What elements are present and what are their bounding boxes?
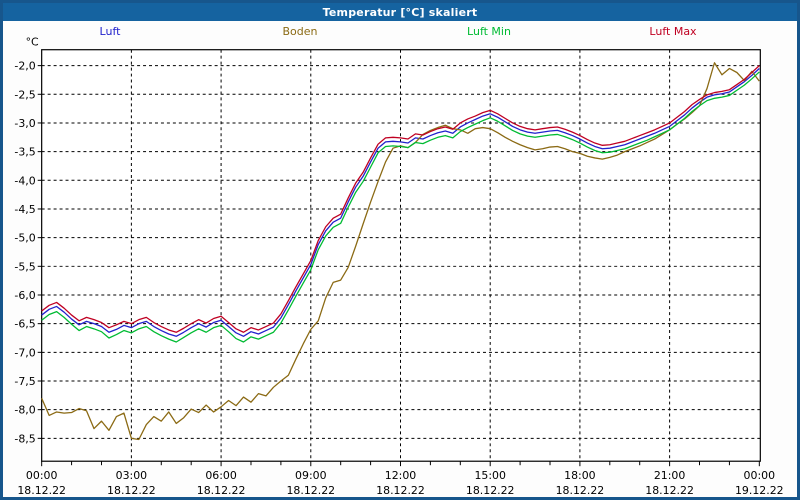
x-tick-date-label: 18.12.22 bbox=[376, 484, 425, 497]
x-tick-time-label: 06:00 bbox=[205, 469, 237, 482]
legend-item-luft-min[interactable]: Luft Min bbox=[467, 25, 511, 38]
y-tick-label: -6,0 bbox=[14, 289, 35, 302]
x-tick-date-label: 18.12.22 bbox=[466, 484, 515, 497]
y-tick-label: -3,0 bbox=[14, 117, 35, 130]
x-tick-date-label: 18.12.22 bbox=[17, 484, 66, 497]
y-tick-label: -3,5 bbox=[14, 146, 35, 159]
series-line-luft-max bbox=[41, 65, 760, 333]
y-tick-label: -6,5 bbox=[14, 318, 35, 331]
y-tick-label: -2,5 bbox=[14, 88, 35, 101]
x-tick-date-label: 18.12.22 bbox=[286, 484, 335, 497]
y-tick-label: -2,0 bbox=[14, 60, 35, 73]
x-tick-date-label: 19.12.22 bbox=[735, 484, 784, 497]
legend-item-boden[interactable]: Boden bbox=[282, 25, 318, 38]
x-tick-time-label: 18:00 bbox=[564, 469, 596, 482]
y-tick-label: -7,0 bbox=[14, 346, 35, 359]
legend-item-luft[interactable]: Luft bbox=[99, 25, 121, 38]
plot-area[interactable] bbox=[41, 49, 761, 462]
x-tick-time-label: 21:00 bbox=[654, 469, 686, 482]
window-title: Temperatur [°C] skaliert bbox=[322, 5, 478, 19]
temperature-chart: -2,0 -2,5 -3,0 -3,5 -4,0 -4,5 -5,0 -5,5 -6,0 -6,5… bbox=[14, 36, 784, 497]
x-tick-date-label: 18.12.22 bbox=[107, 484, 156, 497]
x-tick-date-label: 18.12.22 bbox=[645, 484, 694, 497]
y-axis-unit-label: °C bbox=[26, 36, 39, 49]
y-tick-label: -7,5 bbox=[14, 375, 35, 388]
x-tick-time-label: 00:00 bbox=[26, 469, 58, 482]
x-tick-time-label: 09:00 bbox=[295, 469, 327, 482]
y-tick-label: -4,0 bbox=[14, 174, 35, 187]
x-tick-time-label: 15:00 bbox=[474, 469, 506, 482]
legend-item-luft-max[interactable]: Luft Max bbox=[649, 25, 697, 38]
x-tick-time-label: 03:00 bbox=[116, 469, 148, 482]
series-line-luft-min bbox=[41, 71, 760, 343]
x-tick-time-label: 00:00 bbox=[744, 469, 776, 482]
y-tick-label: -5,5 bbox=[14, 260, 35, 273]
x-tick-date-label: 18.12.22 bbox=[556, 484, 605, 497]
y-tick-label: -8,0 bbox=[14, 404, 35, 417]
x-tick-time-label: 12:00 bbox=[385, 469, 417, 482]
x-tick-date-label: 18.12.22 bbox=[197, 484, 246, 497]
plot-border bbox=[41, 49, 761, 462]
y-tick-label: -5,0 bbox=[14, 232, 35, 245]
y-tick-label: -4,5 bbox=[14, 203, 35, 216]
series-line-luft bbox=[41, 68, 760, 337]
y-tick-label: -8,5 bbox=[14, 432, 35, 445]
title-bar: Temperatur [°C] skaliert bbox=[3, 3, 797, 21]
